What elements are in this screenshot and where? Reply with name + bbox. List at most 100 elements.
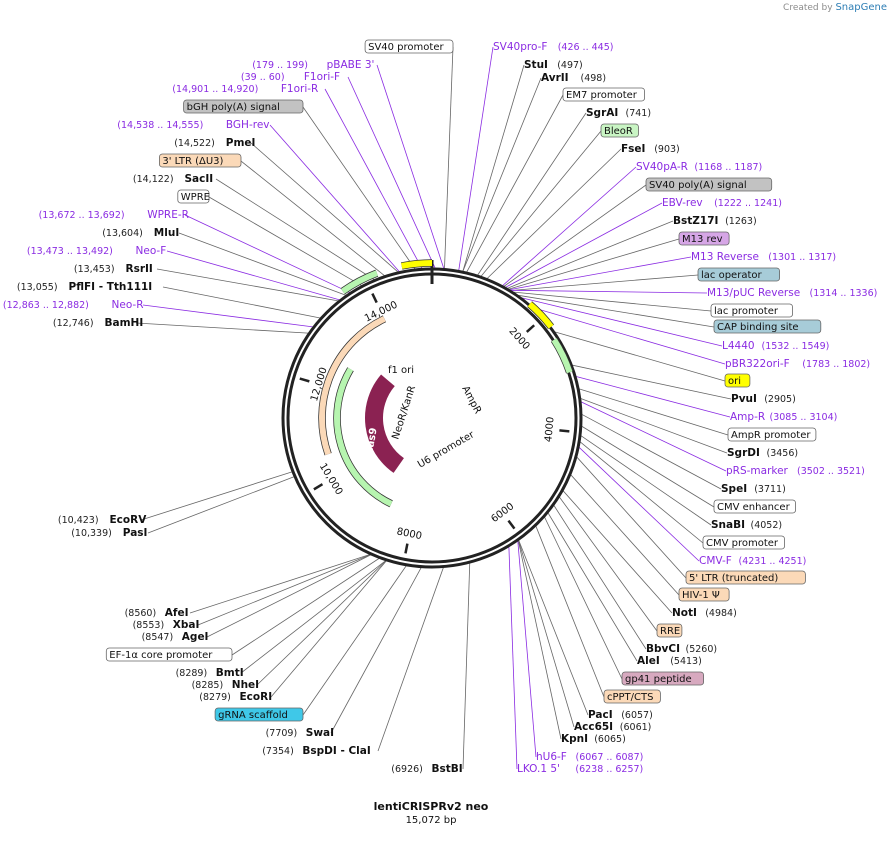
label-noti[interactable]: NotI (4984)	[672, 607, 737, 619]
label-amp-r[interactable]: Amp-R (3085 .. 3104)	[730, 411, 837, 423]
label-text-wpre-r: WPRE-R	[147, 209, 189, 221]
label-rre[interactable]: RRE	[656, 623, 683, 638]
label-ef-1-core-promoter[interactable]: EF-1α core promoter	[105, 647, 233, 662]
label-bgh-rev[interactable]: BGH-rev (14,538 .. 14,555)	[117, 119, 269, 131]
label-text-sacii: SacII	[185, 173, 214, 185]
label-ori[interactable]: ori	[724, 373, 751, 388]
label-cppt-cts[interactable]: cPPT/CTS	[603, 689, 661, 704]
label-sgrai[interactable]: SgrAI (741)	[586, 107, 651, 119]
label-3-ltr-u3[interactable]: 3' LTR (ΔU3)	[158, 153, 242, 168]
label-pbabe-3[interactable]: pBABE 3' (179 .. 199)	[252, 59, 374, 71]
leader-alei	[547, 512, 638, 662]
label-hu6-f[interactable]: hU6-F (6067 .. 6087)	[536, 751, 643, 763]
label-cmv-promoter[interactable]: CMV promoter	[702, 535, 785, 550]
label-sacii[interactable]: SacII (14,122)	[133, 173, 213, 185]
label-bleor[interactable]: BleoR	[600, 123, 639, 138]
label-pflfi-tth111i[interactable]: PflFI - Tth111I (13,055)	[17, 281, 152, 293]
label-stui[interactable]: StuI (497)	[524, 59, 583, 71]
label-sv40pro-f[interactable]: SV40pro-F (426 .. 445)	[493, 41, 613, 53]
inner-label-u6: U6 promoter	[416, 429, 477, 471]
label-pbr322ori-f[interactable]: pBR322ori-F (1783 .. 1802)	[725, 358, 870, 370]
label-pos-bstz17i: (1263)	[725, 216, 757, 227]
label-pos-avrii: (498)	[581, 73, 607, 84]
tick-2000	[525, 324, 536, 333]
label-fsei[interactable]: FseI (903)	[621, 143, 680, 155]
label-text-hu6-f: hU6-F	[536, 751, 567, 763]
label-l4440[interactable]: L4440 (1532 .. 1549)	[722, 340, 829, 352]
leader-hu6-f	[517, 540, 537, 758]
label-paci[interactable]: PacI (6057)	[588, 709, 653, 721]
label-neo-f[interactable]: Neo-F (13,473 .. 13,492)	[27, 245, 166, 257]
label-xbai[interactable]: XbaI (8553)	[133, 619, 200, 631]
label-rsrii[interactable]: RsrII (13,453)	[74, 263, 153, 275]
label-nhei[interactable]: NheI (8285)	[192, 679, 259, 691]
label-wpre[interactable]: WPRE	[177, 189, 210, 204]
label-cmv-enhancer[interactable]: CMV enhancer	[713, 499, 796, 514]
label-neo-r[interactable]: Neo-R (12,863 .. 12,882)	[3, 299, 144, 311]
label-lko-1-5[interactable]: LKO.1 5' (6238 .. 6257)	[517, 763, 643, 775]
leader-cap-binding-site	[518, 294, 715, 328]
leader-grna-scaffold	[302, 565, 407, 716]
label-wpre-r[interactable]: WPRE-R (13,672 .. 13,692)	[39, 209, 189, 221]
label-bamhi[interactable]: BamHI (12,746)	[53, 317, 143, 329]
label-hiv-1[interactable]: HIV-1 Ψ	[678, 587, 730, 602]
label-pmei[interactable]: PmeI (14,522)	[174, 137, 255, 149]
label-afei[interactable]: AfeI (8560)	[125, 607, 189, 619]
label-prs-marker[interactable]: pRS-marker (3502 .. 3521)	[726, 465, 865, 477]
label-m13-rev[interactable]: M13 rev	[678, 231, 730, 246]
label-5-ltr-truncated[interactable]: 5' LTR (truncated)	[685, 570, 806, 585]
label-pasi[interactable]: PasI (10,339)	[71, 527, 147, 539]
label-text-m13-puc-reverse: M13/pUC Reverse	[707, 287, 800, 299]
label-cap-binding-site[interactable]: CAP binding site	[713, 319, 822, 334]
label-sv40pa-r[interactable]: SV40pA-R (1168 .. 1187)	[636, 161, 762, 173]
label-alei[interactable]: AleI (5413)	[637, 655, 702, 667]
label-f1ori-f[interactable]: F1ori-F (39 .. 60)	[241, 71, 340, 83]
label-bgh-poly-a-signal[interactable]: bGH poly(A) signal	[183, 99, 304, 114]
label-spei[interactable]: SpeI (3711)	[721, 483, 786, 495]
label-text-bstbi: BstBI	[432, 763, 463, 775]
label-kpni[interactable]: KpnI (6065)	[561, 733, 626, 745]
label-pvui[interactable]: PvuI (2905)	[731, 393, 796, 405]
label-text-3-ltr-u3: 3' LTR (ΔU3)	[162, 156, 223, 167]
label-agei[interactable]: AgeI (8547)	[142, 631, 209, 643]
label-ebv-rev[interactable]: EBV-rev (1222 .. 1241)	[662, 197, 782, 209]
label-sv40-promoter[interactable]: SV40 promoter	[364, 39, 454, 54]
leader-lko-1-5	[508, 546, 518, 770]
label-snabi[interactable]: SnaBI (4052)	[711, 519, 782, 531]
label-pos-bspdi-clai: (7354)	[262, 746, 294, 757]
label-cmv-f[interactable]: CMV-F (4231 .. 4251)	[699, 555, 806, 567]
label-box-cppt-cts	[603, 689, 661, 704]
label-ecorv[interactable]: EcoRV (10,423)	[58, 514, 147, 526]
label-swai[interactable]: SwaI (7709)	[266, 727, 334, 739]
leader-hiv-1	[570, 474, 680, 596]
label-lac-promoter[interactable]: lac promoter	[710, 303, 793, 318]
label-sgrdi[interactable]: SgrDI (3456)	[727, 447, 798, 459]
label-m13-puc-reverse[interactable]: M13/pUC Reverse (1314 .. 1336)	[707, 287, 877, 299]
leader-sacii	[215, 178, 375, 280]
label-bspdi-clai[interactable]: BspDI - ClaI (7354)	[262, 745, 371, 757]
label-bmti[interactable]: BmtI (8289)	[176, 667, 244, 679]
label-text-ori: ori	[728, 376, 741, 387]
label-gp41-peptide[interactable]: gp41 peptide	[621, 671, 704, 686]
label-pos-lko-1-5: (6238 .. 6257)	[575, 764, 643, 775]
label-pos-sgrdi: (3456)	[767, 448, 799, 459]
label-text-spei: SpeI	[721, 483, 747, 495]
label-avrii[interactable]: AvrII (498)	[541, 72, 606, 84]
label-em7-promoter[interactable]: EM7 promoter	[562, 87, 645, 102]
leader-noti	[562, 490, 673, 614]
label-lac-operator[interactable]: lac operator	[697, 267, 780, 282]
label-sv40-poly-a-signal[interactable]: SV40 poly(A) signal	[645, 177, 773, 192]
inner-label-cas9: Cas9	[364, 427, 380, 456]
label-mlui[interactable]: MluI (13,604)	[102, 227, 179, 239]
leader-stui	[462, 64, 525, 272]
label-bstbi[interactable]: BstBI (6926)	[391, 763, 462, 775]
label-bstz17i[interactable]: BstZ17I (1263)	[673, 215, 757, 227]
label-m13-reverse[interactable]: M13 Reverse (1301 .. 1317)	[691, 251, 836, 263]
label-bbvci[interactable]: BbvCI (5260)	[646, 643, 717, 655]
label-grna-scaffold[interactable]: gRNA scaffold	[214, 707, 304, 722]
label-ampr-promoter[interactable]: AmpR promoter	[727, 427, 817, 442]
label-ecori[interactable]: EcoRI (8279)	[199, 691, 272, 703]
label-f1ori-r[interactable]: F1ori-R (14,901 .. 14,920)	[172, 83, 318, 95]
label-pos-bbvci: (5260)	[686, 644, 718, 655]
label-acc65i[interactable]: Acc65I (6061)	[574, 721, 651, 733]
